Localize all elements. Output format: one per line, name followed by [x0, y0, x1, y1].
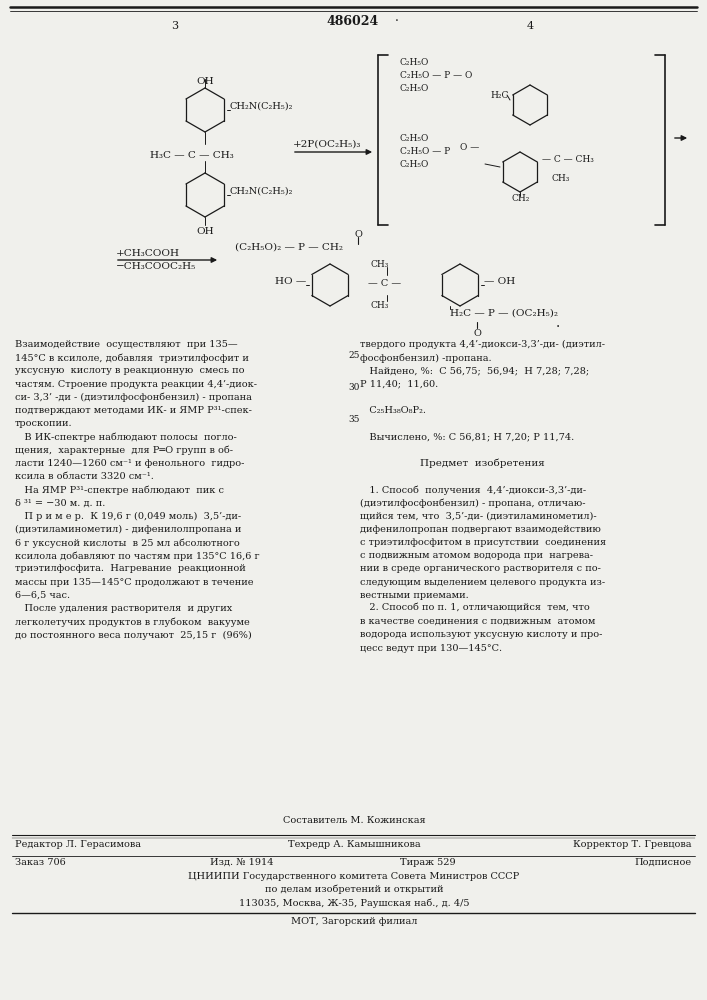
Text: Взаимодействие  осуществляют  при 135—: Взаимодействие осуществляют при 135—	[15, 340, 238, 349]
Text: щийся тем, что  3,5’-ди- (диэтиламинометил)-: щийся тем, что 3,5’-ди- (диэтиламиномети…	[360, 512, 597, 521]
Text: Изд. № 1914: Изд. № 1914	[210, 858, 274, 867]
Text: Составитель М. Кожинская: Составитель М. Кожинская	[283, 816, 426, 825]
Text: 25: 25	[349, 351, 360, 360]
Text: (C₂H₅O)₂ — P — CH₂: (C₂H₅O)₂ — P — CH₂	[235, 243, 343, 252]
Text: H₂C — P — (OC₂H₅)₂: H₂C — P — (OC₂H₅)₂	[450, 309, 558, 318]
Text: Заказ 706: Заказ 706	[15, 858, 66, 867]
Text: 3: 3	[171, 21, 179, 31]
Text: C₂H₅O — P: C₂H₅O — P	[400, 147, 450, 156]
Text: CH₂: CH₂	[512, 194, 530, 203]
Text: МОТ, Загорский филиал: МОТ, Загорский филиал	[291, 917, 417, 926]
Text: CH₃: CH₃	[370, 260, 389, 269]
Text: Предмет  изобретения: Предмет изобретения	[420, 459, 544, 468]
Text: CH₃: CH₃	[370, 301, 389, 310]
Text: уксусную  кислоту в реакционную  смесь по: уксусную кислоту в реакционную смесь по	[15, 366, 245, 375]
Text: (диэтилфосфонбензил) - пропана, отличаю-: (диэтилфосфонбензил) - пропана, отличаю-	[360, 498, 585, 508]
Text: в качестве соединения с подвижным  атомом: в качестве соединения с подвижным атомом	[360, 617, 595, 626]
Text: — OH: — OH	[484, 277, 515, 286]
Text: H₃C — C — CH₃: H₃C — C — CH₃	[150, 150, 234, 159]
Text: C₂H₅O: C₂H₅O	[400, 160, 429, 169]
Text: си- 3,3’ -ди - (диэтилфосфонбензил) - пропана: си- 3,3’ -ди - (диэтилфосфонбензил) - пр…	[15, 393, 252, 402]
Text: Редактор Л. Герасимова: Редактор Л. Герасимова	[15, 840, 141, 849]
Text: 1. Способ  получения  4,4’-диокси-3,3’-ди-: 1. Способ получения 4,4’-диокси-3,3’-ди-	[360, 485, 586, 495]
Text: .: .	[556, 316, 560, 330]
Text: фосфонбензил) -пропана.: фосфонбензил) -пропана.	[360, 353, 491, 363]
Text: На ЯМР P³¹-спектре наблюдают  пик с: На ЯМР P³¹-спектре наблюдают пик с	[15, 485, 224, 495]
Text: C₂H₅O: C₂H₅O	[400, 58, 429, 67]
Text: ксила в области 3320 см⁻¹.: ксила в области 3320 см⁻¹.	[15, 472, 154, 481]
Text: ЦНИИПИ Государственного комитета Совета Министров СССР: ЦНИИПИ Государственного комитета Совета …	[188, 872, 520, 881]
Text: HO —: HO —	[275, 277, 306, 286]
Text: OH: OH	[196, 77, 214, 86]
Text: 35: 35	[349, 416, 360, 424]
Text: Найдено, %:  С 56,75;  56,94;  H 7,28; 7,28;: Найдено, %: С 56,75; 56,94; H 7,28; 7,28…	[360, 366, 589, 375]
Text: +CH₃COOH: +CH₃COOH	[116, 249, 180, 258]
Text: В ИК-спектре наблюдают полосы  погло-: В ИК-спектре наблюдают полосы погло-	[15, 432, 237, 442]
Text: ласти 1240—1260 см⁻¹ и фенольного  гидро-: ласти 1240—1260 см⁻¹ и фенольного гидро-	[15, 459, 245, 468]
Text: по делам изобретений и открытий: по делам изобретений и открытий	[264, 885, 443, 894]
Text: Вычислено, %: С 56,81; H 7,20; P 11,74.: Вычислено, %: С 56,81; H 7,20; P 11,74.	[360, 432, 574, 441]
Text: P 11,40;  11,60.: P 11,40; 11,60.	[360, 380, 438, 389]
Text: щения,  характерные  для P═O групп в об-: щения, характерные для P═O групп в об-	[15, 446, 233, 455]
Text: +2P(OC₂H₅)₃: +2P(OC₂H₅)₃	[293, 140, 361, 149]
Text: 4: 4	[527, 21, 534, 31]
Text: легколетучих продуктов в глубоком  вакууме: легколетучих продуктов в глубоком вакуум…	[15, 617, 250, 627]
Text: δ ³¹ = −30 м. д. п.: δ ³¹ = −30 м. д. п.	[15, 498, 105, 507]
Text: — C —: — C —	[368, 278, 402, 288]
Text: 2. Способ по п. 1, отличающийся  тем, что: 2. Способ по п. 1, отличающийся тем, что	[360, 604, 590, 613]
Text: O: O	[354, 230, 362, 239]
Text: Подписное: Подписное	[635, 858, 692, 867]
Text: — C — CH₃: — C — CH₃	[542, 155, 594, 164]
Text: 6 г уксусной кислоты  в 25 мл абсолютного: 6 г уксусной кислоты в 25 мл абсолютного	[15, 538, 240, 548]
Text: вестными приемами.: вестными приемами.	[360, 591, 469, 600]
Text: 113035, Москва, Ж-35, Раушская наб., д. 4/5: 113035, Москва, Ж-35, Раушская наб., д. …	[239, 898, 469, 908]
Text: C₂H₅O: C₂H₅O	[400, 84, 429, 93]
Text: с триэтилфосфитом в присутствии  соединения: с триэтилфосфитом в присутствии соединен…	[360, 538, 606, 547]
Text: массы при 135—145°С продолжают в течение: массы при 135—145°С продолжают в течение	[15, 578, 254, 587]
Text: триэтилфосфита.  Нагревание  реакционной: триэтилфосфита. Нагревание реакционной	[15, 564, 246, 573]
Text: C₂H₅O: C₂H₅O	[400, 134, 429, 143]
Text: После удаления растворителя  и других: После удаления растворителя и других	[15, 604, 233, 613]
Text: H₂C: H₂C	[490, 91, 508, 100]
Text: ·: ·	[395, 15, 399, 28]
Text: −CH₃COOC₂H₅: −CH₃COOC₂H₅	[116, 262, 197, 271]
Text: Корректор Т. Гревцова: Корректор Т. Гревцова	[573, 840, 692, 849]
Text: 145°С в ксилоле, добавляя  триэтилфосфит и: 145°С в ксилоле, добавляя триэтилфосфит …	[15, 353, 249, 363]
Text: троскопии.: троскопии.	[15, 419, 73, 428]
Text: 6—6,5 час.: 6—6,5 час.	[15, 591, 70, 600]
Text: следующим выделением целевого продукта из-: следующим выделением целевого продукта и…	[360, 578, 605, 587]
Text: CH₃: CH₃	[552, 174, 571, 183]
Text: частям. Строение продукта реакции 4,4’-диок-: частям. Строение продукта реакции 4,4’-д…	[15, 380, 257, 389]
Text: цесс ведут при 130—145°С.: цесс ведут при 130—145°С.	[360, 644, 502, 653]
Text: CH₂N(C₂H₅)₂: CH₂N(C₂H₅)₂	[230, 102, 293, 110]
Text: OH: OH	[196, 227, 214, 236]
Text: нии в среде органического растворителя с по-: нии в среде органического растворителя с…	[360, 564, 601, 573]
Text: твердого продукта 4,4’-диокси-3,3’-ди- (диэтил-: твердого продукта 4,4’-диокси-3,3’-ди- (…	[360, 340, 605, 349]
Text: Тираж 529: Тираж 529	[400, 858, 455, 867]
Text: дифенилопропан подвергают взаимодействию: дифенилопропан подвергают взаимодействию	[360, 525, 601, 534]
Text: C₂₅H₃₈O₈P₂.: C₂₅H₃₈O₈P₂.	[360, 406, 426, 415]
Text: П р и м е р.  К 19,6 г (0,049 моль)  3,5’-ди-: П р и м е р. К 19,6 г (0,049 моль) 3,5’-…	[15, 512, 241, 521]
Text: O: O	[473, 329, 481, 338]
Text: (диэтиламинометил) - дифенилолпропана и: (диэтиламинометил) - дифенилолпропана и	[15, 525, 241, 534]
Text: Техредр А. Камышникова: Техредр А. Камышникова	[288, 840, 421, 849]
Text: O —: O —	[460, 142, 479, 151]
Text: до постоянного веса получают  25,15 г  (96%): до постоянного веса получают 25,15 г (96…	[15, 630, 252, 640]
Text: водорода используют уксусную кислоту и про-: водорода используют уксусную кислоту и п…	[360, 630, 602, 639]
Text: 486024: 486024	[327, 15, 379, 28]
Text: ксилола добавляют по частям при 135°С 16,6 г: ксилола добавляют по частям при 135°С 16…	[15, 551, 259, 561]
Text: C₂H₅O — P — O: C₂H₅O — P — O	[400, 71, 472, 80]
Text: с подвижным атомом водорода при  нагрева-: с подвижным атомом водорода при нагрева-	[360, 551, 593, 560]
Text: 30: 30	[349, 382, 360, 391]
Text: подтверждают методами ИК- и ЯМР P³¹-спек-: подтверждают методами ИК- и ЯМР P³¹-спек…	[15, 406, 252, 415]
Text: CH₂N(C₂H₅)₂: CH₂N(C₂H₅)₂	[230, 186, 293, 196]
